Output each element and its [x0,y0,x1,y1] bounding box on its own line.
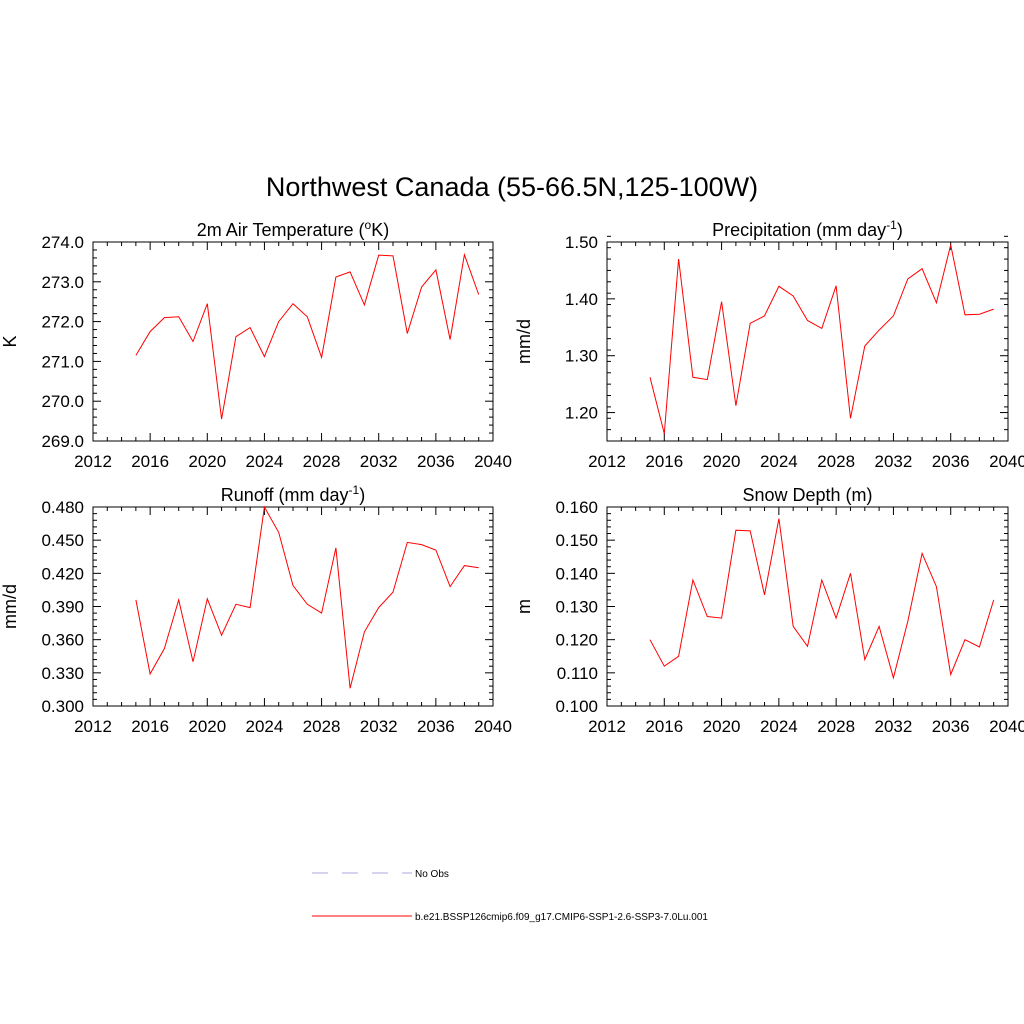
y-tick-label: 0.120 [555,631,598,650]
x-tick-label: 2020 [703,717,741,736]
y-axis-label: mm/d [514,319,534,364]
x-tick-label: 2024 [246,452,284,471]
chart-panel-4: Snow Depth (m) m 2012 2016 2020 2024 2028 2032 2… [514,485,1024,736]
x-tick-label: 2036 [417,452,455,471]
legend-label: No Obs [415,869,449,880]
x-tick-label: 2012 [588,452,626,471]
x-tick-label: 2024 [246,717,284,736]
x-tick-label: 2040 [474,717,512,736]
x-tick-label: 2028 [817,717,855,736]
plot-frame [606,241,1009,442]
y-tick-label: 0.100 [555,697,598,716]
y-tick-label: 0.360 [41,631,84,650]
y-tick-label: 272.0 [41,313,84,332]
x-tick-label: 2028 [303,717,341,736]
y-tick-label: 271.0 [41,352,84,371]
y-tick-label: 1.30 [565,347,598,366]
series-line-1 [649,244,994,434]
x-tick-label: 2012 [74,452,112,471]
y-tick-label: 1.40 [565,290,598,309]
x-tick-label: 2032 [360,717,398,736]
y-tick-label: 270.0 [41,392,84,411]
panel-title: 2m Air Temperature (oK) [197,218,389,240]
series-line-1 [135,252,480,420]
x-tick-label: 2020 [188,717,226,736]
y-tick-label: 0.160 [555,498,598,517]
plot-frame [606,506,1009,707]
x-tick-label: 2036 [932,717,970,736]
y-tick-label: 0.450 [41,531,84,550]
y-tick-label: 0.390 [41,598,84,617]
x-tick-label: 2020 [188,452,226,471]
x-tick-label: 2036 [932,452,970,471]
y-tick-label: 0.300 [41,697,84,716]
y-tick-label: 273.0 [41,273,84,292]
x-tick-label: 2036 [417,717,455,736]
y-tick-label: 1.50 [565,233,598,252]
y-axis-label: K [0,335,20,347]
panel-title: Runoff (mm day-1) [221,483,365,505]
x-tick-label: 2016 [645,452,683,471]
y-axis-label: m [514,599,534,614]
x-tick-label: 2032 [875,717,913,736]
y-tick-label: 274.0 [41,233,84,252]
y-tick-label: 0.420 [41,564,84,583]
plot-frame [92,506,494,707]
chart-panel-2: Precipitation (mm day-1) mm/d 2012 2016 2020… [514,218,1024,471]
y-tick-label: 269.0 [41,432,84,451]
x-tick-label: 2024 [760,452,798,471]
legend-entry-2: b.e21.BSSP126cmip6.f09_g17.CMIP6-SSP1-2.… [312,912,708,923]
x-tick-label: 2032 [360,452,398,471]
y-tick-label: 0.150 [555,531,598,550]
x-tick-label: 2032 [875,452,913,471]
x-tick-label: 2012 [588,717,626,736]
panels: 2m Air Temperature (oK) K 2012 2016 2020 2024… [0,218,1024,736]
x-tick-label: 2012 [74,717,112,736]
legend-entry-1: No Obs [312,869,449,880]
x-tick-label: 2028 [303,452,341,471]
y-tick-label: 0.140 [555,564,598,583]
panel-title: Precipitation (mm day-1) [712,218,903,240]
x-tick-label: 2040 [989,717,1024,736]
x-tick-label: 2016 [131,452,169,471]
y-tick-label: 0.330 [41,664,84,683]
series-line-1 [135,505,479,689]
y-tick-label: 0.480 [41,498,84,517]
chart-panel-3: Runoff (mm day-1) mm/d 2012 2016 2020 2024 202… [0,483,512,736]
plot-frame [92,241,494,442]
x-tick-label: 2016 [645,717,683,736]
x-tick-label: 2020 [703,452,741,471]
x-tick-label: 2024 [760,717,798,736]
legend-label: b.e21.BSSP126cmip6.f09_g17.CMIP6-SSP1-2.… [415,912,708,923]
series-line-1 [649,518,995,680]
x-tick-label: 2040 [989,452,1024,471]
chart-panel-1: 2m Air Temperature (oK) K 2012 2016 2020 2024… [0,218,512,471]
y-axis-label: mm/d [0,584,20,629]
y-tick-label: 0.110 [557,664,598,683]
x-tick-label: 2040 [474,452,512,471]
panel-title: Snow Depth (m) [742,485,872,505]
x-tick-label: 2016 [131,717,169,736]
figure-title: Northwest Canada (55-66.5N,125-100W) [266,172,758,202]
y-tick-label: 0.130 [555,598,598,617]
legend: No Obs b.e21.BSSP126cmip6.f09_g17.CMIP6-S… [312,869,708,923]
y-tick-label: 1.20 [565,404,598,423]
x-tick-label: 2028 [817,452,855,471]
